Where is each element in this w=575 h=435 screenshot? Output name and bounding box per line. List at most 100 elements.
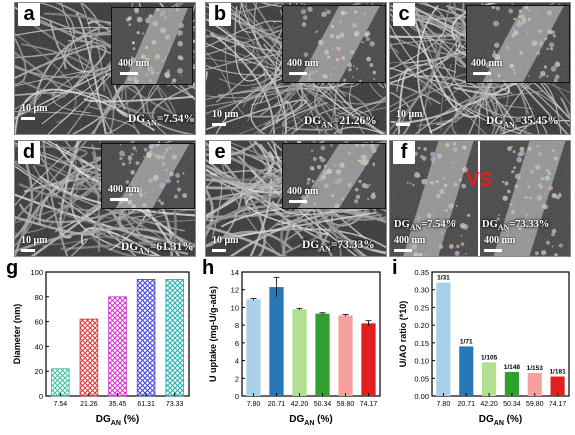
sem-panel-c: 400 nm c 10 μm DGAN=35.45% <box>389 2 571 135</box>
bar-20.71 <box>459 346 474 396</box>
bar-61.31 <box>136 279 156 397</box>
scale-bar-a <box>21 117 35 120</box>
y-tick-label: 4 <box>235 357 239 366</box>
panel-label-d: d <box>18 141 40 164</box>
x-tick-label: 20.71 <box>268 401 286 408</box>
sem-inset-e: 400 nm <box>282 143 386 209</box>
y-tick-label: 20 <box>35 367 43 376</box>
panel-label-i: i <box>392 257 398 279</box>
y-axis-label: U uptake (mg-U/g-ads) <box>208 286 218 382</box>
x-tick-label: 74.17 <box>549 401 567 408</box>
chart-i-svg: i 0.00 0.05 0.10 0.15 0.20 0.25 0.30 0.35 U/AO ra… <box>392 257 570 427</box>
sem-panel-b: 400 nm b 10 μm DGAN=21.26% <box>205 2 387 135</box>
x-tick-label: 7.80 <box>247 401 261 408</box>
bar-35.45 <box>108 296 127 397</box>
y-tick-label: 0.35 <box>414 268 429 277</box>
y-tick-label: 0.00 <box>414 392 429 401</box>
data-label: 1/148 <box>504 364 521 371</box>
bar-42.20 <box>482 362 497 396</box>
x-tick-label: 74.17 <box>360 401 378 408</box>
y-tick-label: 80 <box>35 293 43 302</box>
y-tick-label: 0.05 <box>414 374 429 383</box>
bar-7.54 <box>51 368 70 397</box>
data-label: 1/105 <box>481 354 498 361</box>
f-divider <box>478 141 480 256</box>
scale-bar-c <box>396 123 410 126</box>
bar-74.17 <box>361 323 376 396</box>
panel-label-b: b <box>209 3 231 26</box>
dg-label-e: DGAN=73.33% <box>302 239 375 254</box>
bar-73.33 <box>165 279 184 397</box>
scale-label-f-right: 400 nm <box>484 235 516 246</box>
bar-21.26 <box>79 318 99 397</box>
y-tick-label: 0.20 <box>414 321 429 330</box>
scale-label-b: 10 μm <box>212 109 239 120</box>
y-tick-label: 12 <box>231 286 239 295</box>
x-tick-label: 7.54 <box>53 401 67 408</box>
y-tick-label: 10 <box>231 303 239 312</box>
x-axis-label: DGAN (%) <box>479 414 522 427</box>
sem-panel-a: 400 nm a 10 μm DGAN=7.54% <box>14 2 196 135</box>
x-tick-label: 20.71 <box>457 401 475 408</box>
scale-label-c: 10 μm <box>396 109 423 120</box>
scale-bar-f-left <box>394 249 412 252</box>
y-tick-label: 40 <box>35 342 43 351</box>
bar-59.80 <box>338 315 353 396</box>
data-label: 1/71 <box>460 338 473 345</box>
panel-label-c: c <box>393 3 415 26</box>
y-tick-label: 6 <box>235 339 239 348</box>
bar-7.80 <box>436 282 451 396</box>
chart-g: g 0 20 40 60 80 100 Diameter (nm) 7.54 21.26 35.45… <box>0 257 195 430</box>
data-label: 1/31 <box>437 275 450 282</box>
x-tick-label: 61.31 <box>137 401 155 408</box>
sem-inset-b: 400 nm <box>282 5 386 83</box>
scale-bar-d <box>21 249 35 252</box>
scale-bar-b <box>212 123 226 126</box>
chart-g-svg: g 0 20 40 60 80 100 Diameter (nm) 7.54 21.26 35.45… <box>6 257 190 427</box>
inset-scale-bar-d <box>110 198 128 201</box>
inset-scale-bar-a <box>120 72 138 75</box>
x-tick-label: 59.80 <box>337 401 355 408</box>
bar-20.71 <box>269 287 284 396</box>
scale-bar-e <box>212 249 226 252</box>
plot-frame <box>241 271 381 397</box>
y-axis-label: U/AO ratio (*10) <box>398 301 408 368</box>
panel-label-f: f <box>393 141 415 164</box>
inset-scale-label-d: 400 nm <box>108 184 140 195</box>
x-tick-label: 50.34 <box>314 401 332 408</box>
panel-label-h: h <box>202 257 214 279</box>
bar-74.17 <box>550 376 565 396</box>
sem-inset-d: 400 nm <box>101 143 195 209</box>
chart-i: i 0.00 0.05 0.10 0.15 0.20 0.25 0.30 0.35 U/AO ra… <box>386 257 575 430</box>
y-tick-label: 8 <box>235 321 239 330</box>
x-axis-label: DGAN (%) <box>289 414 332 427</box>
dg-label-b: DGAN=21.26% <box>304 115 377 130</box>
bar-42.20 <box>292 309 307 396</box>
inset-scale-bar-c <box>473 72 491 75</box>
dg-label-c: DGAN=35.45% <box>486 115 559 130</box>
chart-h-svg: h 0 2 4 6 8 10 12 14 U uptake (mg-U/g-ads) 7.80 20.… <box>202 257 381 427</box>
panel-label-a: a <box>18 3 40 26</box>
scale-label-f-left: 400 nm <box>394 235 426 246</box>
sem-inset-c: 400 nm <box>466 5 570 83</box>
data-label: 1/153 <box>527 365 544 372</box>
sem-image-f-right <box>480 141 570 256</box>
x-tick-label: 7.80 <box>437 401 451 408</box>
x-tick-label: 50.34 <box>503 401 521 408</box>
y-tick-label: 0.30 <box>414 286 429 295</box>
y-tick-label: 0.15 <box>414 339 429 348</box>
vs-label: VS <box>466 169 493 191</box>
scale-label-d: 10 μm <box>21 235 48 246</box>
scale-bar-f-right <box>484 249 502 252</box>
dg-label-f-left: DGAN=7.54% <box>394 219 457 233</box>
y-tick-label: 14 <box>231 268 239 277</box>
x-tick-label: 73.33 <box>166 401 184 408</box>
y-tick-label: 0.25 <box>414 303 429 312</box>
x-tick-label: 59.80 <box>526 401 544 408</box>
inset-scale-bar-e <box>289 200 307 203</box>
y-tick-label: 2 <box>235 374 239 383</box>
bar-7.80 <box>246 299 261 396</box>
dg-label-f-right: DGAN=73.33% <box>482 219 550 233</box>
panel-label-e: e <box>209 141 231 164</box>
chart-h: h 0 2 4 6 8 10 12 14 U uptake (mg-U/g-ads) 7.80 20.… <box>196 257 386 430</box>
